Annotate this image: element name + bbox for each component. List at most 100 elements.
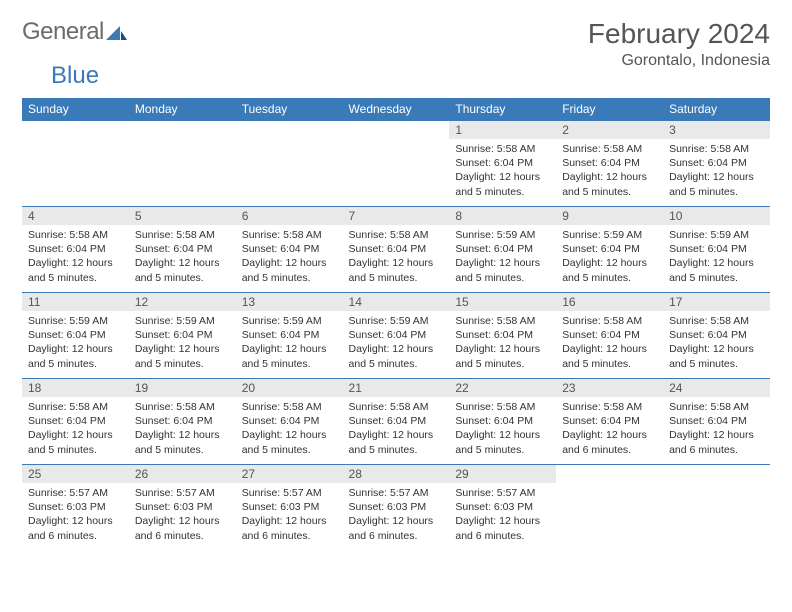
- daylight-text: Daylight: 12 hours and 5 minutes.: [455, 428, 550, 456]
- daylight-text: Daylight: 12 hours and 5 minutes.: [669, 256, 764, 284]
- daylight-text: Daylight: 12 hours and 5 minutes.: [455, 342, 550, 370]
- sunset-text: Sunset: 6:04 PM: [28, 414, 123, 428]
- sunset-text: Sunset: 6:04 PM: [669, 242, 764, 256]
- daylight-text: Daylight: 12 hours and 5 minutes.: [349, 342, 444, 370]
- calendar-cell: 9Sunrise: 5:59 AMSunset: 6:04 PMDaylight…: [556, 207, 663, 293]
- calendar-cell: 27Sunrise: 5:57 AMSunset: 6:03 PMDayligh…: [236, 465, 343, 551]
- daylight-text: Daylight: 12 hours and 5 minutes.: [242, 428, 337, 456]
- day-details: Sunrise: 5:58 AMSunset: 6:04 PMDaylight:…: [236, 397, 343, 463]
- weekday-header: Monday: [129, 98, 236, 121]
- sunset-text: Sunset: 6:03 PM: [455, 500, 550, 514]
- sunset-text: Sunset: 6:04 PM: [669, 414, 764, 428]
- logo-word2-wrap: Blue: [51, 62, 792, 90]
- sunset-text: Sunset: 6:04 PM: [242, 242, 337, 256]
- day-details: Sunrise: 5:58 AMSunset: 6:04 PMDaylight:…: [663, 311, 770, 377]
- day-number: 25: [22, 465, 129, 483]
- day-number: 18: [22, 379, 129, 397]
- day-details: Sunrise: 5:59 AMSunset: 6:04 PMDaylight:…: [343, 311, 450, 377]
- daylight-text: Daylight: 12 hours and 6 minutes.: [455, 514, 550, 542]
- calendar-cell: 5Sunrise: 5:58 AMSunset: 6:04 PMDaylight…: [129, 207, 236, 293]
- day-details: Sunrise: 5:58 AMSunset: 6:04 PMDaylight:…: [556, 397, 663, 463]
- sunrise-text: Sunrise: 5:57 AM: [242, 486, 337, 500]
- sunset-text: Sunset: 6:04 PM: [349, 242, 444, 256]
- calendar-cell: 22Sunrise: 5:58 AMSunset: 6:04 PMDayligh…: [449, 379, 556, 465]
- calendar-week-row: 4Sunrise: 5:58 AMSunset: 6:04 PMDaylight…: [22, 207, 770, 293]
- logo-sail-icon: [106, 23, 128, 41]
- sunrise-text: Sunrise: 5:58 AM: [135, 228, 230, 242]
- sunrise-text: Sunrise: 5:57 AM: [28, 486, 123, 500]
- day-number: 2: [556, 121, 663, 139]
- calendar-cell: 11Sunrise: 5:59 AMSunset: 6:04 PMDayligh…: [22, 293, 129, 379]
- sunrise-text: Sunrise: 5:59 AM: [669, 228, 764, 242]
- day-number: 16: [556, 293, 663, 311]
- logo-word2: Blue: [51, 62, 99, 89]
- sunrise-text: Sunrise: 5:58 AM: [562, 142, 657, 156]
- sunset-text: Sunset: 6:04 PM: [562, 328, 657, 342]
- day-details: Sunrise: 5:58 AMSunset: 6:04 PMDaylight:…: [449, 311, 556, 377]
- weekday-header: Tuesday: [236, 98, 343, 121]
- daylight-text: Daylight: 12 hours and 5 minutes.: [28, 428, 123, 456]
- daylight-text: Daylight: 12 hours and 5 minutes.: [562, 170, 657, 198]
- calendar-cell: [22, 121, 129, 207]
- day-details: Sunrise: 5:58 AMSunset: 6:04 PMDaylight:…: [22, 397, 129, 463]
- sunset-text: Sunset: 6:03 PM: [349, 500, 444, 514]
- sunset-text: Sunset: 6:04 PM: [562, 242, 657, 256]
- calendar-cell: 16Sunrise: 5:58 AMSunset: 6:04 PMDayligh…: [556, 293, 663, 379]
- sunset-text: Sunset: 6:03 PM: [135, 500, 230, 514]
- daylight-text: Daylight: 12 hours and 5 minutes.: [349, 428, 444, 456]
- day-details: Sunrise: 5:58 AMSunset: 6:04 PMDaylight:…: [449, 397, 556, 463]
- daylight-text: Daylight: 12 hours and 5 minutes.: [242, 256, 337, 284]
- day-number: 3: [663, 121, 770, 139]
- sunset-text: Sunset: 6:04 PM: [242, 328, 337, 342]
- weekday-header: Sunday: [22, 98, 129, 121]
- day-details: Sunrise: 5:57 AMSunset: 6:03 PMDaylight:…: [129, 483, 236, 549]
- day-details: Sunrise: 5:58 AMSunset: 6:04 PMDaylight:…: [556, 139, 663, 205]
- day-details: Sunrise: 5:58 AMSunset: 6:04 PMDaylight:…: [236, 225, 343, 291]
- day-details: Sunrise: 5:58 AMSunset: 6:04 PMDaylight:…: [343, 225, 450, 291]
- day-number: 21: [343, 379, 450, 397]
- daylight-text: Daylight: 12 hours and 6 minutes.: [562, 428, 657, 456]
- day-number: 6: [236, 207, 343, 225]
- sunrise-text: Sunrise: 5:58 AM: [455, 400, 550, 414]
- calendar-table: SundayMondayTuesdayWednesdayThursdayFrid…: [22, 98, 770, 551]
- calendar-cell: 4Sunrise: 5:58 AMSunset: 6:04 PMDaylight…: [22, 207, 129, 293]
- calendar-cell: 19Sunrise: 5:58 AMSunset: 6:04 PMDayligh…: [129, 379, 236, 465]
- sunset-text: Sunset: 6:04 PM: [455, 328, 550, 342]
- day-details: Sunrise: 5:57 AMSunset: 6:03 PMDaylight:…: [22, 483, 129, 549]
- calendar-cell: 24Sunrise: 5:58 AMSunset: 6:04 PMDayligh…: [663, 379, 770, 465]
- day-number: 15: [449, 293, 556, 311]
- calendar-cell: 18Sunrise: 5:58 AMSunset: 6:04 PMDayligh…: [22, 379, 129, 465]
- calendar-cell: [663, 465, 770, 551]
- daylight-text: Daylight: 12 hours and 6 minutes.: [135, 514, 230, 542]
- calendar-cell: [556, 465, 663, 551]
- calendar-cell: [129, 121, 236, 207]
- daylight-text: Daylight: 12 hours and 6 minutes.: [669, 428, 764, 456]
- sunset-text: Sunset: 6:04 PM: [28, 328, 123, 342]
- sunrise-text: Sunrise: 5:58 AM: [135, 400, 230, 414]
- day-number: 28: [343, 465, 450, 483]
- sunset-text: Sunset: 6:04 PM: [455, 156, 550, 170]
- sunset-text: Sunset: 6:04 PM: [455, 242, 550, 256]
- daylight-text: Daylight: 12 hours and 5 minutes.: [562, 256, 657, 284]
- calendar-cell: 13Sunrise: 5:59 AMSunset: 6:04 PMDayligh…: [236, 293, 343, 379]
- calendar-cell: 23Sunrise: 5:58 AMSunset: 6:04 PMDayligh…: [556, 379, 663, 465]
- calendar-cell: 8Sunrise: 5:59 AMSunset: 6:04 PMDaylight…: [449, 207, 556, 293]
- sunset-text: Sunset: 6:04 PM: [242, 414, 337, 428]
- sunset-text: Sunset: 6:04 PM: [135, 242, 230, 256]
- day-number: 23: [556, 379, 663, 397]
- day-details: Sunrise: 5:58 AMSunset: 6:04 PMDaylight:…: [663, 397, 770, 463]
- sunset-text: Sunset: 6:04 PM: [455, 414, 550, 428]
- calendar-body: 1Sunrise: 5:58 AMSunset: 6:04 PMDaylight…: [22, 121, 770, 551]
- sunset-text: Sunset: 6:04 PM: [669, 328, 764, 342]
- sunrise-text: Sunrise: 5:59 AM: [135, 314, 230, 328]
- sunset-text: Sunset: 6:03 PM: [242, 500, 337, 514]
- sunrise-text: Sunrise: 5:58 AM: [669, 400, 764, 414]
- sunrise-text: Sunrise: 5:58 AM: [242, 400, 337, 414]
- day-number: 1: [449, 121, 556, 139]
- sunrise-text: Sunrise: 5:59 AM: [455, 228, 550, 242]
- calendar-cell: 1Sunrise: 5:58 AMSunset: 6:04 PMDaylight…: [449, 121, 556, 207]
- day-details: Sunrise: 5:58 AMSunset: 6:04 PMDaylight:…: [449, 139, 556, 205]
- day-number: 17: [663, 293, 770, 311]
- day-details: Sunrise: 5:57 AMSunset: 6:03 PMDaylight:…: [236, 483, 343, 549]
- calendar-cell: 25Sunrise: 5:57 AMSunset: 6:03 PMDayligh…: [22, 465, 129, 551]
